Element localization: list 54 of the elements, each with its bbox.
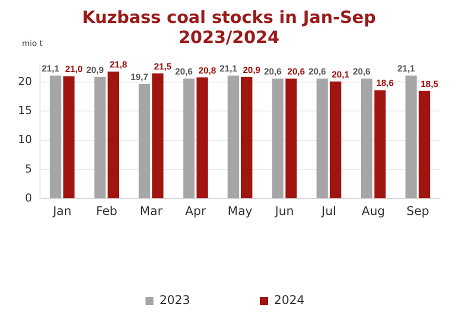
bar bbox=[241, 76, 252, 198]
chart-title: Kuzbass coal stocks in Jan-Sep 2023/2024 bbox=[82, 8, 376, 48]
y-axis-title: mio t bbox=[22, 39, 43, 48]
x-tick-label: Apr bbox=[185, 204, 206, 218]
legend-label: 2024 bbox=[274, 293, 305, 308]
y-tick-label: 10 bbox=[18, 133, 32, 146]
data-label: 21,5 bbox=[154, 61, 172, 72]
data-label: 21,8 bbox=[110, 60, 128, 70]
data-label: 18,6 bbox=[376, 78, 394, 88]
bar bbox=[285, 78, 297, 198]
data-label: 21,1 bbox=[220, 64, 238, 74]
bar bbox=[152, 73, 164, 198]
x-tick-label: Jul bbox=[320, 204, 336, 218]
data-label: 18,5 bbox=[420, 78, 438, 89]
bar bbox=[228, 76, 239, 198]
data-label: 21,1 bbox=[42, 64, 60, 74]
data-label: 20,9 bbox=[86, 64, 104, 75]
x-tick-label: Mar bbox=[140, 204, 162, 218]
bar bbox=[183, 78, 195, 198]
data-label: 19,7 bbox=[130, 72, 148, 82]
x-tick-label: Aug bbox=[362, 204, 386, 218]
x-tick-label: Sep bbox=[406, 204, 430, 218]
legend-label: 2023 bbox=[159, 293, 190, 308]
y-tick-label: 0 bbox=[24, 191, 32, 204]
x-tick-label: Jan bbox=[52, 204, 72, 218]
data-label: 20,6 bbox=[287, 66, 305, 77]
data-label: 20,9 bbox=[242, 64, 260, 75]
data-label: 20,6 bbox=[175, 66, 193, 77]
bar bbox=[63, 76, 75, 198]
bar bbox=[418, 90, 430, 198]
data-label: 21,1 bbox=[397, 64, 415, 74]
y-tick-label: 5 bbox=[24, 162, 32, 176]
bar bbox=[50, 76, 62, 198]
bar bbox=[94, 76, 106, 198]
bar bbox=[316, 78, 328, 198]
data-label: 20,8 bbox=[198, 65, 216, 76]
data-label: 21,0 bbox=[65, 64, 83, 74]
x-tick-label: Jun bbox=[274, 204, 294, 218]
x-tick-label: May bbox=[228, 204, 252, 218]
bar bbox=[405, 76, 417, 198]
data-label: 20,6 bbox=[308, 66, 326, 77]
bar bbox=[361, 78, 372, 198]
bar bbox=[196, 77, 208, 198]
data-label: 20,1 bbox=[332, 69, 350, 80]
data-label: 20,6 bbox=[264, 66, 282, 77]
y-tick-label: 15 bbox=[18, 104, 32, 118]
bar bbox=[138, 84, 150, 198]
bar bbox=[108, 72, 119, 198]
data-label: 20,6 bbox=[352, 66, 370, 77]
bar bbox=[330, 81, 342, 198]
y-tick-label: 20 bbox=[18, 74, 32, 88]
x-tick-label: Feb bbox=[96, 204, 118, 218]
bar bbox=[374, 90, 386, 198]
bar bbox=[272, 78, 284, 198]
